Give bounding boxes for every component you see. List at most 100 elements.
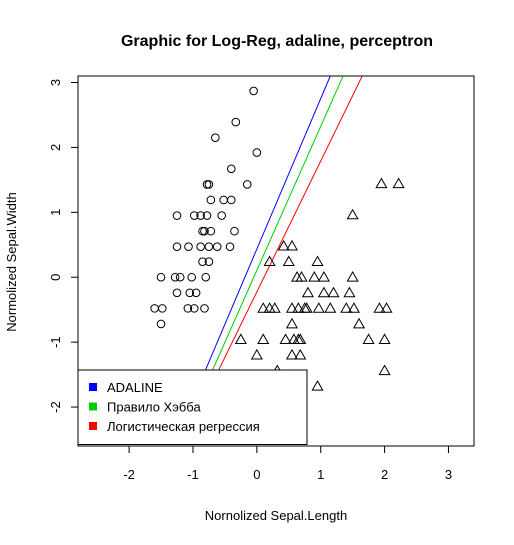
point-triangle bbox=[324, 302, 337, 313]
point-triangle bbox=[346, 208, 359, 220]
point-triangle bbox=[268, 302, 281, 313]
x-tick-label: -2 bbox=[123, 467, 135, 482]
y-tick-label: 2 bbox=[48, 144, 63, 151]
point-circle bbox=[226, 195, 236, 205]
point-triangle bbox=[375, 177, 388, 189]
legend: ADALINE Правило Хэбба Логистическая регрес… bbox=[77, 369, 308, 445]
point-circle bbox=[219, 195, 228, 205]
point-circle bbox=[191, 288, 201, 298]
point-circle bbox=[172, 242, 182, 252]
point-triangle bbox=[250, 348, 263, 360]
point-circle bbox=[185, 288, 195, 298]
point-circle bbox=[226, 164, 236, 174]
point-triangle bbox=[279, 333, 292, 344]
data-points bbox=[150, 86, 405, 391]
x-axis-label: Nornolized Sepal.Length bbox=[205, 508, 347, 523]
legend-label: Логистическая регрессия bbox=[107, 419, 260, 434]
point-circle bbox=[217, 211, 227, 220]
point-circle bbox=[211, 133, 220, 142]
point-triangle bbox=[257, 302, 270, 313]
point-triangle bbox=[346, 271, 359, 282]
point-circle bbox=[198, 226, 207, 236]
x-tick-label: 3 bbox=[445, 467, 452, 482]
point-circle bbox=[225, 242, 235, 252]
point-circle bbox=[196, 211, 205, 220]
point-triangle bbox=[378, 364, 391, 376]
point-circle bbox=[156, 319, 166, 329]
fit-line-1 bbox=[195, 76, 344, 408]
point-circle bbox=[183, 304, 193, 313]
point-circle bbox=[158, 304, 167, 313]
point-circle bbox=[187, 272, 196, 282]
point-circle bbox=[189, 304, 199, 313]
point-circle bbox=[172, 211, 182, 220]
point-triangle bbox=[392, 177, 405, 189]
point-triangle bbox=[327, 286, 340, 298]
legend-swatch bbox=[89, 383, 97, 391]
x-tick-label: 2 bbox=[381, 467, 388, 482]
fit-line-2 bbox=[200, 76, 363, 408]
point-circle bbox=[170, 272, 180, 282]
point-circle bbox=[242, 180, 252, 189]
point-triangle bbox=[301, 286, 314, 298]
point-triangle bbox=[285, 302, 299, 313]
point-triangle bbox=[362, 333, 375, 344]
y-axis-label: Normolized Sepal.Width bbox=[4, 192, 19, 331]
point-triangle bbox=[311, 380, 324, 391]
point-triangle bbox=[308, 271, 321, 282]
point-triangle bbox=[352, 317, 366, 329]
point-triangle bbox=[311, 255, 324, 267]
legend-swatch bbox=[89, 422, 97, 430]
point-circle bbox=[202, 211, 212, 220]
point-triangle bbox=[295, 271, 308, 282]
y-tick-label: -1 bbox=[48, 336, 63, 348]
point-circle bbox=[230, 226, 239, 236]
point-triangle bbox=[373, 302, 386, 313]
point-triangle bbox=[294, 348, 307, 360]
y-axis: -2 -1 0 1 2 3 bbox=[48, 79, 79, 413]
y-tick-label: 0 bbox=[48, 274, 63, 281]
x-tick-label: 1 bbox=[317, 467, 324, 482]
x-axis: -2 -1 0 1 2 3 bbox=[123, 445, 452, 482]
point-triangle bbox=[340, 302, 353, 313]
point-triangle bbox=[378, 333, 391, 344]
y-tick-label: 1 bbox=[48, 209, 63, 216]
point-circle bbox=[172, 288, 182, 298]
point-triangle bbox=[312, 302, 325, 313]
point-circle bbox=[200, 226, 209, 236]
chart-title: Graphic for Log-Reg, adaline, perceptron bbox=[121, 33, 433, 50]
point-triangle bbox=[285, 239, 299, 251]
point-triangle bbox=[257, 333, 270, 344]
point-triangle bbox=[292, 302, 305, 313]
point-triangle bbox=[300, 302, 313, 313]
point-circle bbox=[206, 226, 216, 236]
legend-label: ADALINE bbox=[107, 380, 163, 395]
point-circle bbox=[189, 211, 199, 220]
fit-lines bbox=[189, 76, 363, 408]
y-tick-label: 3 bbox=[48, 79, 63, 86]
y-tick-label: -2 bbox=[48, 401, 63, 413]
point-triangle bbox=[277, 239, 290, 251]
point-triangle bbox=[380, 302, 393, 313]
point-triangle bbox=[294, 333, 307, 344]
point-circle bbox=[231, 117, 241, 127]
point-triangle bbox=[234, 333, 247, 344]
point-triangle bbox=[343, 286, 356, 298]
point-circle bbox=[204, 242, 214, 252]
point-circle bbox=[184, 242, 193, 252]
point-circle bbox=[212, 242, 222, 252]
fit-line-0 bbox=[189, 76, 331, 408]
legend-label: Правило Хэбба bbox=[107, 400, 201, 415]
point-circle bbox=[196, 242, 205, 252]
point-triangle bbox=[282, 255, 295, 267]
point-circle bbox=[198, 257, 207, 266]
legend-swatch bbox=[89, 402, 97, 411]
point-circle bbox=[175, 272, 185, 282]
point-circle bbox=[204, 257, 214, 266]
point-triangle bbox=[317, 286, 330, 298]
point-triangle bbox=[285, 348, 299, 360]
point-circle bbox=[204, 180, 214, 189]
point-circle bbox=[202, 180, 212, 189]
point-triangle bbox=[317, 271, 330, 282]
